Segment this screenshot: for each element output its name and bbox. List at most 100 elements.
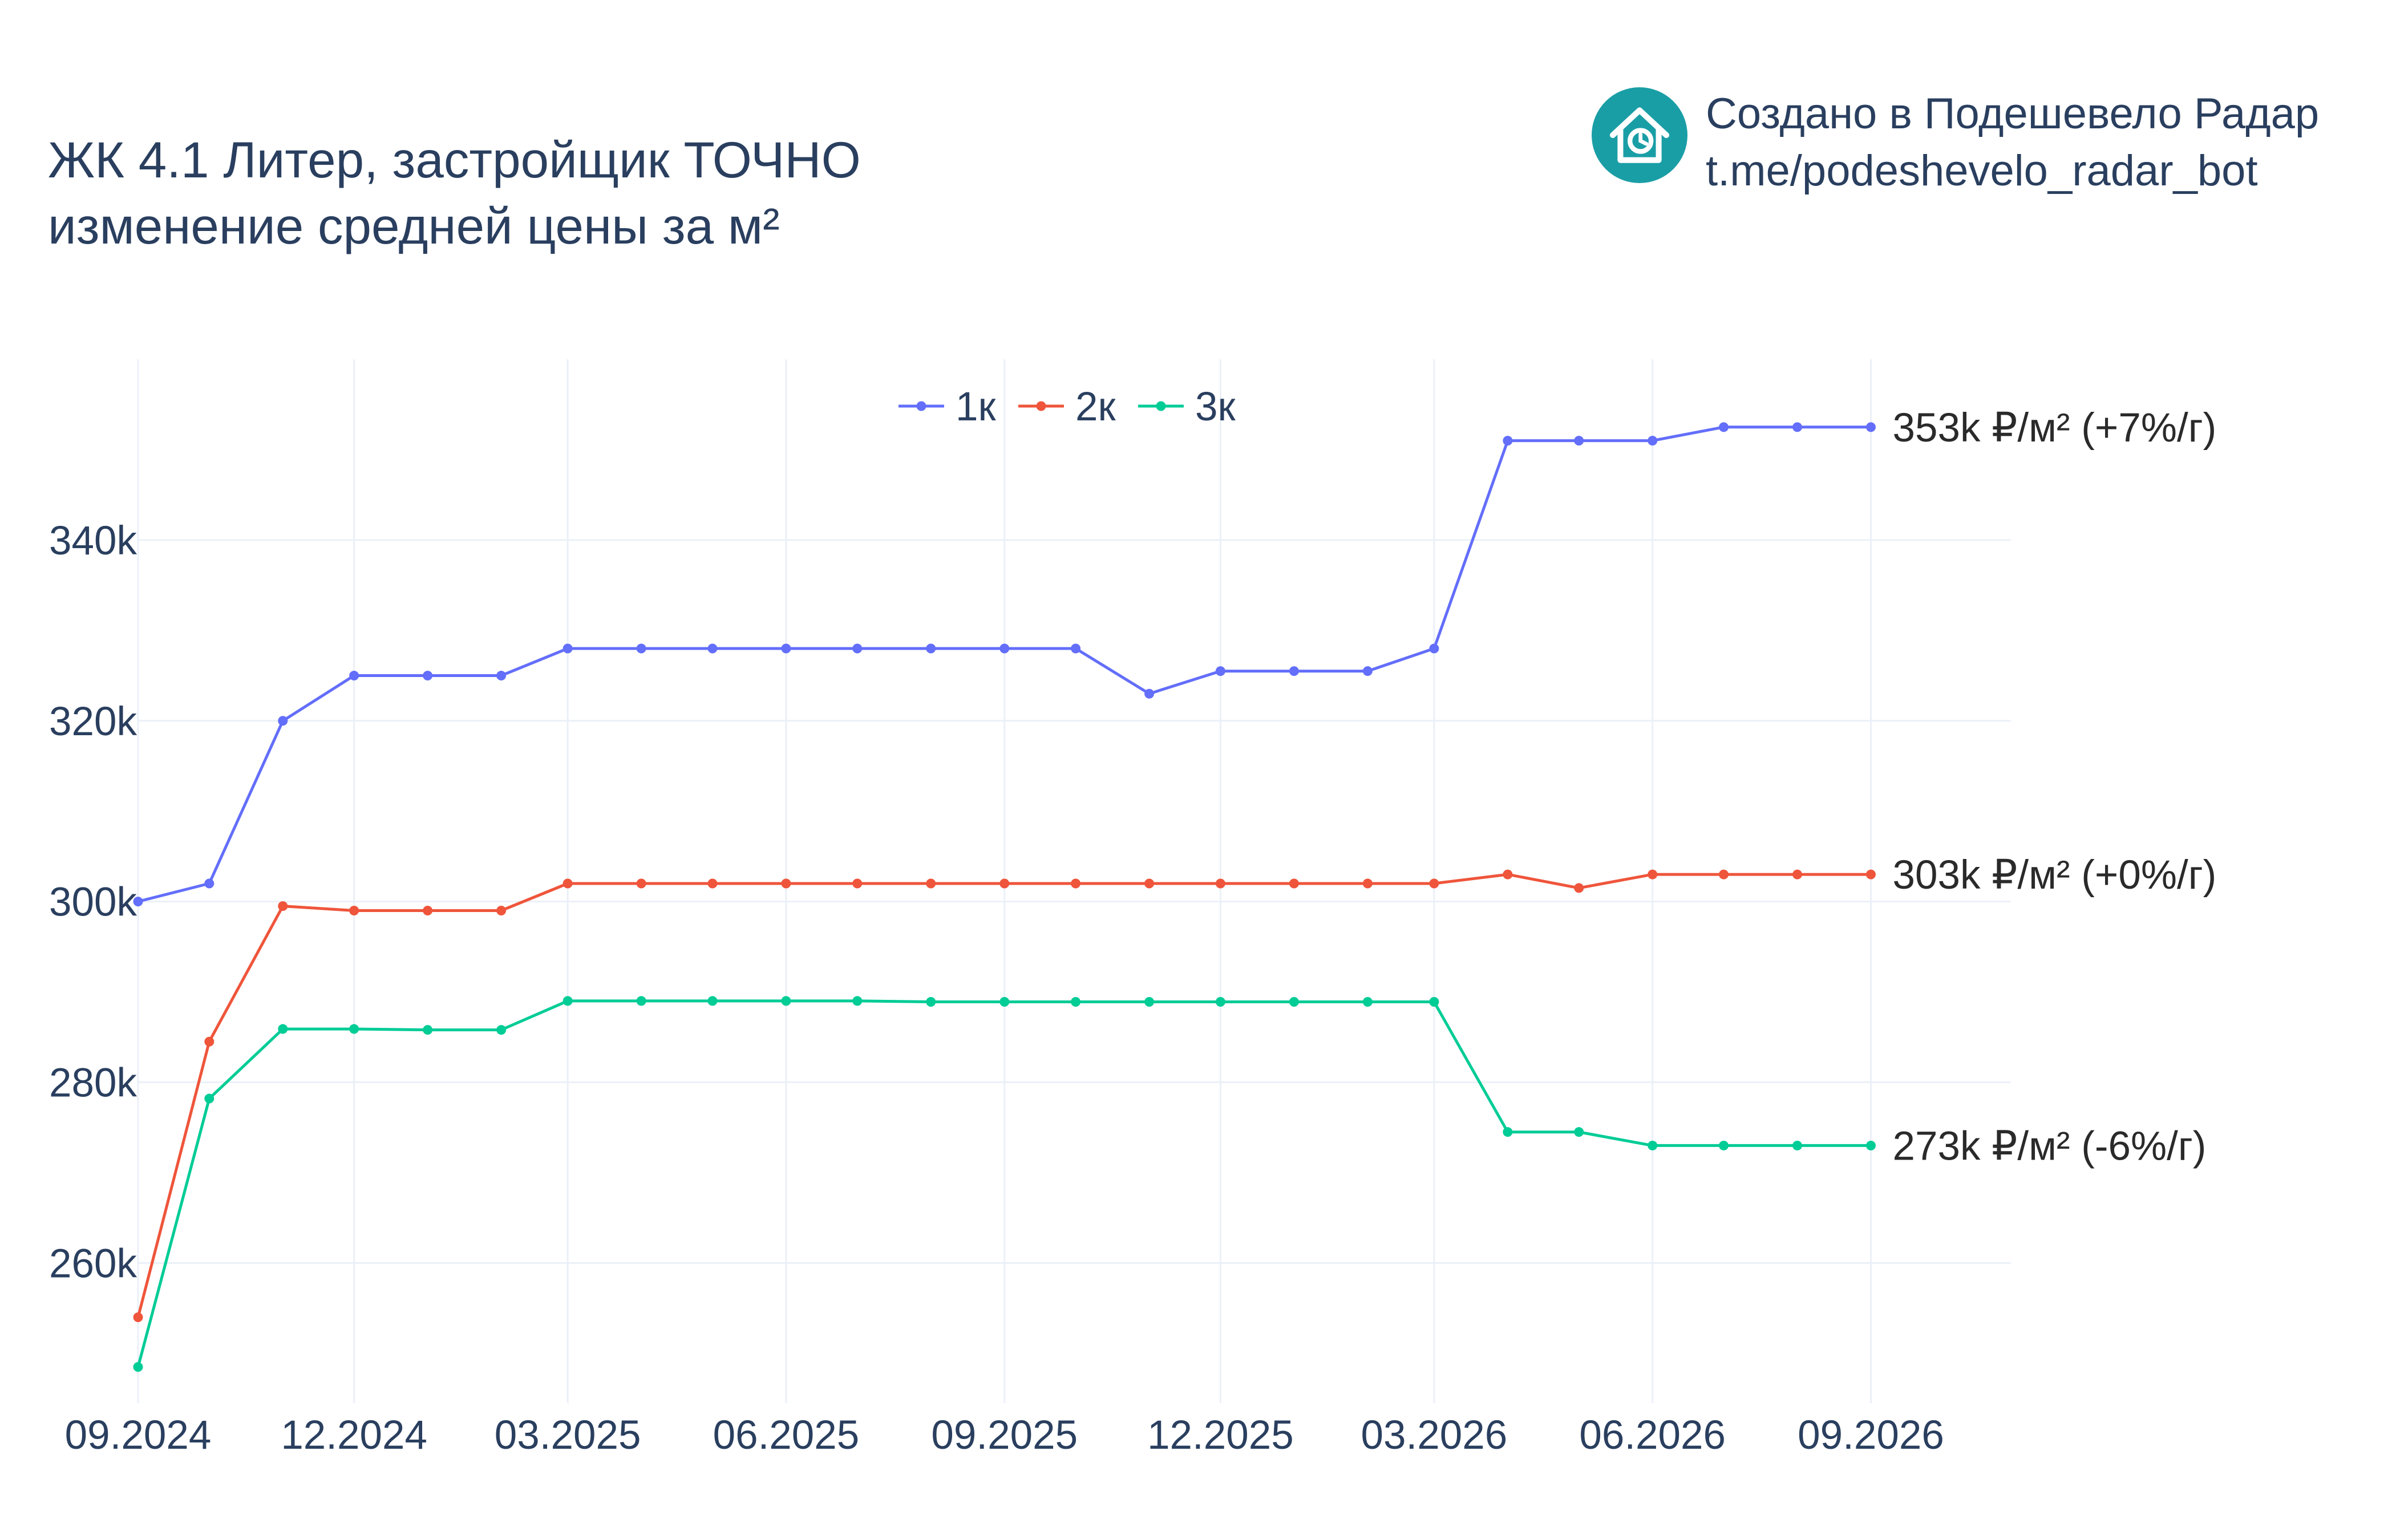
logo-clock <box>1628 128 1654 154</box>
data-point <box>1574 436 1584 446</box>
x-tick-label: 09.2025 <box>931 1413 1078 1458</box>
end-labels: 353k ₽/м² (+7%/г) 303k ₽/м² (+0%/г) 273k ₽… <box>1893 406 2217 1169</box>
series-end-label: 273k ₽/м² (-6%/г) <box>1893 1124 2207 1169</box>
house-clock-icon <box>1592 87 1687 183</box>
data-point <box>349 1024 359 1034</box>
data-point <box>999 643 1010 654</box>
data-point <box>133 1312 143 1322</box>
data-point <box>1719 869 1729 880</box>
series-layer <box>133 422 1876 1372</box>
data-point <box>1648 1140 1658 1150</box>
data-point <box>1719 1140 1729 1150</box>
data-point <box>926 643 936 654</box>
data-point <box>1362 666 1373 676</box>
legend-label: 2к <box>1075 384 1116 429</box>
y-tick-label: 300k <box>49 880 137 925</box>
data-point <box>707 643 718 654</box>
data-point <box>1866 869 1876 880</box>
data-point <box>1503 869 1513 880</box>
chart-title: ЖК 4.1 Литер, застройщик ТОЧНО изменение… <box>48 127 861 259</box>
data-point <box>707 996 718 1006</box>
data-point <box>562 643 573 654</box>
legend-swatch-marker <box>916 401 926 411</box>
brand-line-2: t.me/podeshevelo_radar_bot <box>1706 147 2258 195</box>
x-tick-label: 06.2025 <box>713 1413 860 1458</box>
data-point <box>1429 643 1439 654</box>
data-point <box>1648 869 1658 880</box>
logo-house <box>1609 107 1670 163</box>
data-point <box>496 1025 507 1035</box>
data-point <box>204 1036 214 1047</box>
series-1 <box>133 422 1876 907</box>
legend-swatch-marker <box>1036 401 1046 411</box>
data-point <box>1289 997 1299 1007</box>
data-point <box>562 878 573 889</box>
data-point <box>496 671 507 681</box>
data-point <box>1719 422 1729 432</box>
data-point <box>707 878 718 889</box>
brand-text: Создано в Подешевело Радар t.me/podeshev… <box>1706 86 2319 200</box>
chart-title-line-1: ЖК 4.1 Литер, застройщик ТОЧНО <box>48 131 861 188</box>
data-point <box>562 996 573 1006</box>
y-tick-label: 340k <box>49 518 137 564</box>
data-point <box>1792 422 1803 432</box>
data-point <box>423 671 433 681</box>
series-3 <box>133 996 1876 1372</box>
x-tick-label: 12.2024 <box>281 1413 427 1458</box>
series-2 <box>133 869 1876 1322</box>
data-point <box>1071 878 1081 889</box>
data-point <box>636 643 646 654</box>
data-point <box>423 905 433 915</box>
data-point <box>1503 436 1513 446</box>
legend-item[interactable]: 1к <box>898 384 996 429</box>
data-point <box>852 878 863 889</box>
legend-item[interactable]: 3к <box>1138 384 1236 429</box>
data-point <box>133 1362 143 1372</box>
y-tick-label: 260k <box>49 1241 137 1286</box>
data-point <box>133 897 143 907</box>
data-point <box>781 878 791 889</box>
data-point <box>1215 666 1225 676</box>
data-point <box>999 878 1010 889</box>
data-point <box>999 997 1010 1007</box>
chart-legend: 1к 2к 3к <box>898 384 1236 429</box>
series-end-label: 303k ₽/м² (+0%/г) <box>1893 853 2217 898</box>
data-point <box>1289 666 1299 676</box>
x-tick-label: 12.2025 <box>1147 1413 1294 1458</box>
legend-label: 3к <box>1195 384 1236 429</box>
data-point <box>636 996 646 1006</box>
data-point <box>1792 1140 1803 1150</box>
data-point <box>1792 869 1803 880</box>
data-point <box>278 901 288 911</box>
data-point <box>1144 997 1155 1007</box>
x-tick-label: 03.2025 <box>495 1413 641 1458</box>
data-point <box>1866 422 1876 432</box>
brand-line-1: Создано в Подешевело Радар <box>1706 90 2320 138</box>
x-tick-label: 09.2024 <box>65 1413 212 1458</box>
data-point <box>1144 688 1155 699</box>
data-point <box>1866 1140 1876 1150</box>
chart-title-line-2: изменение средней цены за м² <box>48 197 780 254</box>
data-point <box>349 905 359 915</box>
legend-label: 1к <box>956 384 996 429</box>
x-tick-label: 09.2026 <box>1798 1413 1944 1458</box>
data-point <box>1574 1127 1584 1137</box>
y-tick-label: 320k <box>49 699 137 744</box>
logo-clock-hands <box>1638 132 1649 146</box>
brand-block: Создано в Подешевело Радар t.me/podeshev… <box>1592 86 2333 200</box>
data-point <box>1574 883 1584 893</box>
data-point <box>1429 997 1439 1007</box>
data-point <box>781 643 791 654</box>
x-tick-label: 03.2026 <box>1361 1413 1508 1458</box>
legend-item[interactable]: 2к <box>1018 384 1116 429</box>
data-point <box>1648 436 1658 446</box>
data-point <box>1362 878 1373 889</box>
data-point <box>278 1024 288 1034</box>
data-point <box>926 878 936 889</box>
series-end-label: 353k ₽/м² (+7%/г) <box>1893 406 2217 451</box>
data-point <box>349 671 359 681</box>
data-point <box>278 716 288 726</box>
data-point <box>852 643 863 654</box>
y-tick-label: 280k <box>49 1061 137 1106</box>
